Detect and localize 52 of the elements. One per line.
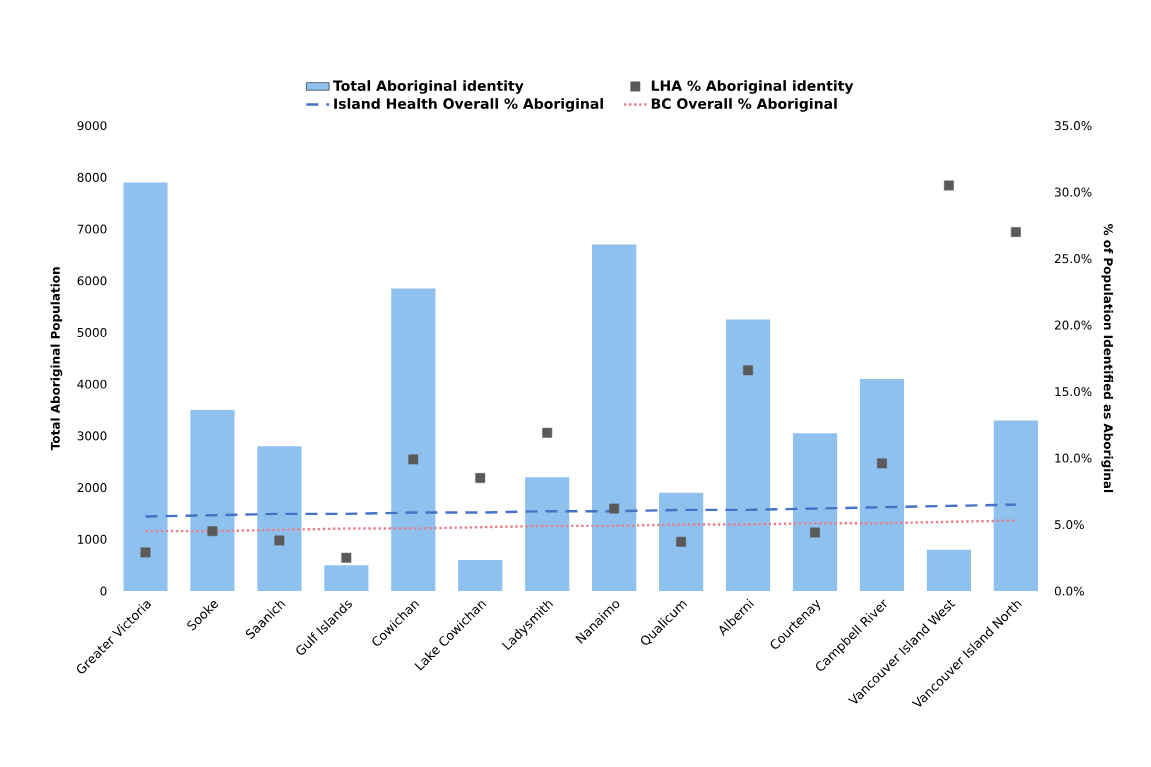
point <box>877 458 887 469</box>
point <box>676 536 687 547</box>
bar <box>926 549 972 591</box>
bar <box>458 559 503 591</box>
point <box>408 454 419 465</box>
bar <box>324 565 369 591</box>
y-tick-label: 9000 <box>77 121 107 131</box>
point <box>207 526 218 537</box>
point <box>140 547 151 558</box>
y2-tick-label: 15.0% <box>1055 387 1092 397</box>
y-axis-title: Total Aboriginal Population <box>50 267 63 451</box>
y2-tick-label: 30.0% <box>1054 187 1092 197</box>
point <box>810 527 820 538</box>
y2-axis-title: % of Population Identified as Aboriginal <box>1101 223 1114 493</box>
y2-tick-label: 5.0% <box>1054 519 1084 530</box>
point <box>743 365 753 376</box>
bar <box>190 410 235 591</box>
point <box>274 535 285 546</box>
bar <box>391 288 436 591</box>
bar <box>123 182 168 591</box>
y-tick-label: 0 <box>100 586 107 596</box>
point <box>609 503 620 514</box>
y2-tick-label: 0.0% <box>1054 586 1084 596</box>
y-tick-label: 8000 <box>77 172 107 182</box>
bar <box>592 244 637 591</box>
point <box>475 473 486 483</box>
legend-label: Island Health Overall % Aboriginal <box>334 98 603 112</box>
legend-label: Total Aboriginal identity <box>333 80 524 94</box>
point <box>341 552 352 563</box>
y-tick-label: 3000 <box>77 431 107 441</box>
legend-label: BC Overall % Aboriginal <box>651 98 837 112</box>
y-tick-label: 6000 <box>77 276 107 286</box>
bar <box>792 433 838 591</box>
y2-tick-label: 25.0% <box>1054 254 1092 264</box>
bar <box>859 379 905 591</box>
point <box>542 427 553 438</box>
y-tick-label: 5000 <box>77 327 107 338</box>
y-tick-label: 1000 <box>78 534 107 544</box>
bar <box>257 446 302 591</box>
y2-tick-label: 35.0% <box>1054 121 1092 131</box>
y-tick-label: 2000 <box>77 483 107 493</box>
y2-tick-label: 20.0% <box>1054 320 1092 330</box>
point <box>943 180 954 191</box>
y2-tick-label: 10.0% <box>1055 453 1092 463</box>
bar <box>525 477 570 591</box>
y-tick-label: 4000 <box>77 379 107 389</box>
bar <box>725 319 771 591</box>
bar <box>993 420 1038 591</box>
bar <box>659 492 704 591</box>
legend-label: LHA % Aboriginal identity <box>651 80 854 94</box>
point <box>1010 227 1021 237</box>
y-tick-label: 7000 <box>77 224 107 234</box>
